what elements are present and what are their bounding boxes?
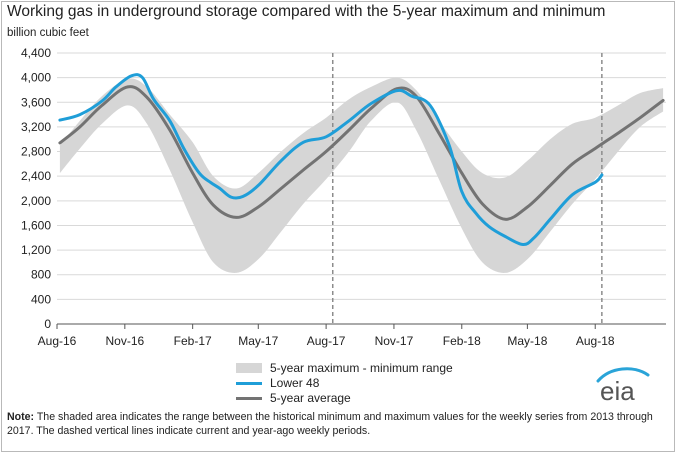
y-tick-label: 2,800: [21, 145, 51, 159]
x-tick-label: Feb-18: [443, 334, 481, 348]
x-tick-label: Feb-17: [174, 334, 212, 348]
legend-swatch-range: [236, 363, 262, 373]
y-tick-label: 2,400: [21, 169, 51, 183]
x-tick-label: Nov-16: [105, 334, 144, 348]
legend-label-average: 5-year average: [270, 391, 351, 405]
legend-item-average: 5-year average: [236, 391, 351, 405]
legend-item-range: 5-year maximum - minimum range: [236, 361, 453, 375]
y-tick-label: 1,200: [21, 243, 51, 257]
chart-note: Note: The shaded area indicates the rang…: [7, 410, 657, 438]
eia-logo: eia: [596, 367, 650, 405]
x-tick-label: Aug-17: [307, 334, 346, 348]
legend-label-range: 5-year maximum - minimum range: [270, 361, 453, 375]
note-label: Note:: [7, 411, 35, 423]
y-tick-label: 400: [31, 292, 51, 306]
x-tick-label: Aug-16: [38, 334, 77, 348]
y-tick-label: 800: [31, 268, 51, 282]
x-tick-label: May-17: [238, 334, 278, 348]
y-tick-label: 0: [44, 317, 51, 331]
y-tick-label: 4,000: [21, 71, 51, 85]
legend-swatch-lower48: [236, 381, 262, 385]
y-axis-label: billion cubic feet: [7, 27, 89, 39]
x-tick-label: May-18: [507, 334, 547, 348]
note-text: The shaded area indicates the range betw…: [7, 411, 653, 437]
y-tick-label: 4,400: [21, 46, 51, 60]
series-5-year-average: [58, 85, 665, 221]
chart-title: Working gas in underground storage compa…: [7, 3, 606, 20]
eia-logo-text: eia: [600, 376, 635, 405]
y-tick-label: 2,000: [21, 194, 51, 208]
x-tick-label: Aug-18: [576, 334, 615, 348]
y-tick-label: 3,600: [21, 95, 51, 109]
y-tick-label: 1,600: [21, 218, 51, 232]
legend-item-lower48: Lower 48: [236, 376, 319, 390]
y-tick-label: 3,200: [21, 120, 51, 134]
range-band: [59, 77, 664, 273]
x-tick-label: Nov-17: [375, 334, 414, 348]
series-lower-48: [58, 73, 604, 247]
legend-swatch-average: [236, 396, 262, 400]
legend-label-lower48: Lower 48: [270, 376, 320, 390]
